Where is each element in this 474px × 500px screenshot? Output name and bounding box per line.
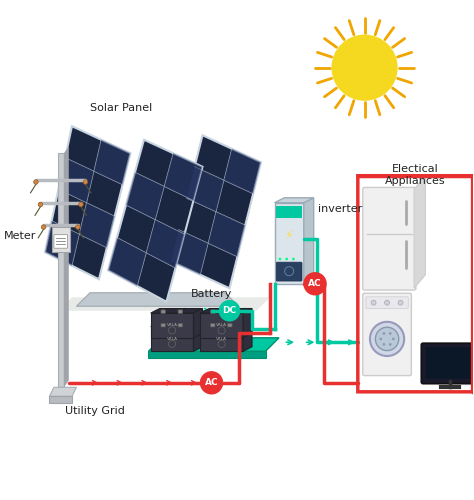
Circle shape (200, 371, 223, 394)
FancyBboxPatch shape (210, 324, 215, 327)
Text: inverter: inverter (318, 204, 362, 214)
Text: Electical
Appliances: Electical Appliances (385, 164, 445, 186)
Polygon shape (200, 326, 243, 351)
Polygon shape (58, 298, 270, 311)
Text: AC: AC (205, 378, 219, 388)
Polygon shape (108, 238, 146, 286)
Circle shape (375, 327, 399, 350)
Polygon shape (200, 313, 243, 338)
Polygon shape (187, 166, 224, 212)
FancyBboxPatch shape (363, 293, 411, 376)
FancyBboxPatch shape (228, 324, 232, 327)
Circle shape (38, 202, 43, 207)
Circle shape (392, 338, 395, 340)
FancyBboxPatch shape (421, 343, 474, 384)
Circle shape (379, 338, 382, 340)
Circle shape (219, 300, 240, 322)
FancyBboxPatch shape (57, 153, 64, 388)
Polygon shape (171, 135, 261, 288)
Circle shape (303, 272, 327, 295)
Polygon shape (94, 140, 130, 184)
Circle shape (389, 332, 392, 335)
Polygon shape (45, 126, 130, 280)
Polygon shape (151, 308, 202, 313)
Polygon shape (148, 338, 279, 351)
Text: VRLA: VRLA (166, 337, 178, 341)
FancyBboxPatch shape (426, 347, 474, 379)
Circle shape (332, 36, 397, 100)
Polygon shape (76, 293, 238, 306)
FancyBboxPatch shape (161, 310, 165, 314)
Polygon shape (126, 172, 164, 220)
FancyBboxPatch shape (52, 228, 70, 252)
FancyBboxPatch shape (228, 310, 232, 314)
FancyBboxPatch shape (161, 324, 165, 327)
Polygon shape (164, 153, 202, 200)
Text: Meter: Meter (3, 230, 36, 240)
Circle shape (383, 343, 385, 345)
Polygon shape (151, 326, 193, 351)
Polygon shape (151, 313, 193, 338)
Text: VRLA: VRLA (216, 337, 227, 341)
Circle shape (75, 225, 80, 230)
FancyBboxPatch shape (54, 234, 67, 248)
Text: ⚡: ⚡ (285, 228, 293, 241)
Circle shape (292, 258, 295, 260)
Text: Battery: Battery (191, 290, 232, 300)
Text: AC: AC (308, 280, 322, 288)
Circle shape (41, 225, 46, 230)
Polygon shape (151, 322, 202, 326)
Polygon shape (243, 308, 252, 338)
Circle shape (285, 258, 288, 260)
Polygon shape (200, 308, 252, 313)
Text: Utility Grid: Utility Grid (65, 406, 125, 416)
Polygon shape (224, 148, 261, 194)
Circle shape (384, 300, 390, 305)
Circle shape (389, 343, 392, 345)
Polygon shape (200, 322, 252, 326)
Polygon shape (208, 212, 245, 257)
Circle shape (79, 202, 83, 207)
Polygon shape (243, 322, 252, 352)
Text: DC: DC (222, 306, 237, 316)
Circle shape (398, 300, 403, 305)
FancyBboxPatch shape (276, 262, 302, 281)
FancyBboxPatch shape (210, 310, 215, 314)
Circle shape (83, 180, 88, 184)
Polygon shape (45, 220, 79, 266)
Text: VRLA: VRLA (166, 324, 178, 328)
FancyBboxPatch shape (274, 202, 304, 284)
FancyBboxPatch shape (276, 206, 302, 218)
Polygon shape (64, 146, 69, 388)
Polygon shape (171, 230, 208, 275)
Polygon shape (148, 352, 265, 358)
Circle shape (34, 180, 38, 184)
FancyBboxPatch shape (366, 297, 408, 308)
FancyBboxPatch shape (178, 324, 182, 327)
Circle shape (279, 258, 281, 260)
Polygon shape (58, 158, 94, 202)
Circle shape (370, 322, 404, 356)
Polygon shape (193, 322, 202, 352)
Polygon shape (49, 396, 72, 403)
Text: Solar Panel: Solar Panel (91, 103, 153, 113)
Polygon shape (414, 176, 425, 288)
Polygon shape (49, 388, 76, 396)
FancyBboxPatch shape (178, 310, 182, 314)
Polygon shape (304, 198, 314, 284)
Circle shape (383, 332, 385, 335)
FancyBboxPatch shape (363, 188, 416, 290)
Polygon shape (79, 202, 115, 248)
Circle shape (371, 300, 376, 305)
Polygon shape (146, 220, 184, 268)
Polygon shape (193, 308, 202, 338)
Polygon shape (274, 198, 314, 202)
Polygon shape (108, 140, 202, 302)
Text: VRLA: VRLA (216, 324, 227, 328)
